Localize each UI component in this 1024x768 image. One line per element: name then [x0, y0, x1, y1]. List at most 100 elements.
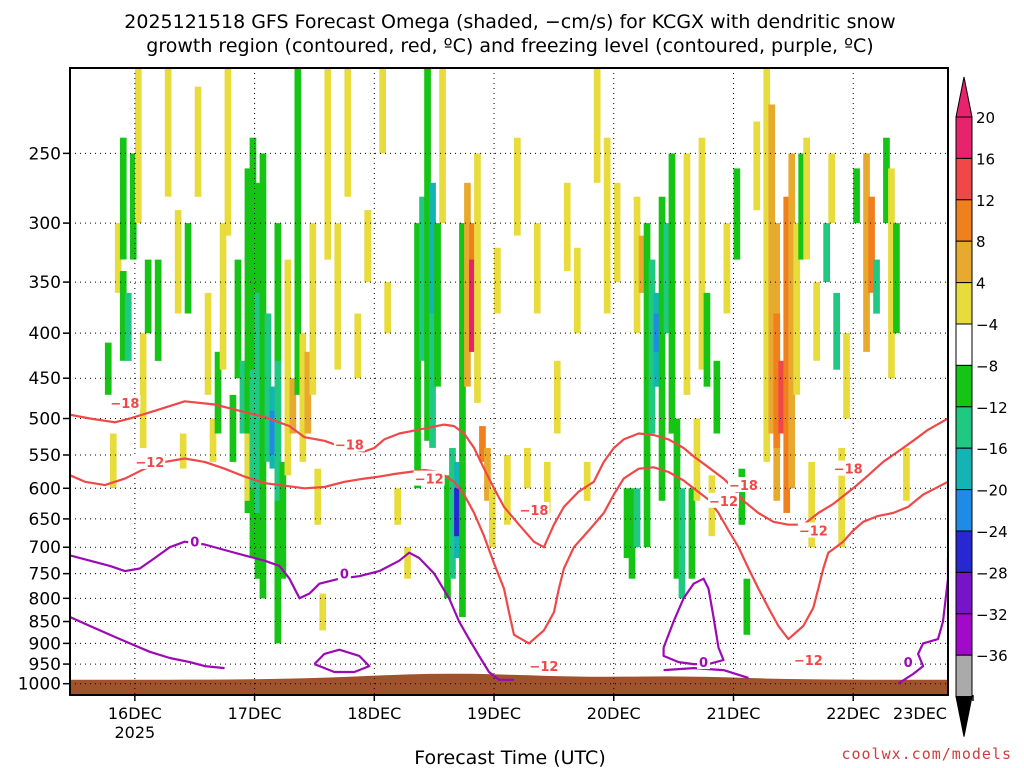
omega-cell [289, 378, 297, 434]
omega-cell [219, 223, 227, 370]
contour-label: −18 [729, 479, 758, 494]
omega-cell [454, 488, 461, 537]
x-tick-sublabel: 2025 [114, 723, 155, 742]
contour-label-bg [413, 470, 445, 486]
omega-cell [164, 68, 172, 197]
contour-label: 0 [699, 656, 708, 671]
contour-freezing_0_c [662, 577, 725, 666]
plot-frame [69, 67, 949, 696]
omega-cell [104, 342, 112, 395]
omega-cell [249, 137, 257, 558]
colorbar-bin [955, 406, 973, 449]
omega-cell [823, 223, 830, 283]
omega-cell [888, 168, 895, 379]
y-tick-label: 850 [29, 613, 61, 633]
omega-cell [633, 196, 641, 334]
omega-cell [414, 223, 421, 489]
colorbar-label: 20 [976, 109, 995, 127]
contour-label-bg [109, 394, 141, 410]
contour-label-bg [518, 501, 550, 517]
omega-cell [424, 68, 431, 441]
omega-cell [698, 137, 706, 370]
contour-label: −18 [110, 397, 139, 412]
omega-cell [494, 247, 501, 314]
omega-cell [194, 86, 202, 197]
y-tick-label: 900 [29, 634, 61, 654]
y-tick-label: 600 [29, 479, 61, 499]
omega-cell [763, 68, 771, 462]
omega-cell [893, 223, 900, 334]
omega-cell [653, 313, 661, 352]
omega-cell [134, 68, 142, 224]
omega-cell [683, 153, 691, 395]
omega-cell [628, 488, 636, 579]
omega-cell [119, 271, 127, 361]
contour-label: −18 [335, 438, 364, 453]
omega-cell [464, 182, 471, 387]
omega-cell [489, 488, 496, 548]
omega-cell [768, 104, 776, 434]
contour-label-bg [188, 533, 202, 549]
omega-cell [783, 196, 791, 513]
omega-cell [334, 223, 342, 370]
omega-cell [459, 461, 466, 617]
colorbar-bin [955, 530, 973, 573]
omega-cell [643, 223, 651, 548]
colorbar-bin [955, 571, 973, 615]
omega-cell [154, 259, 162, 361]
y-axis: 2503003504004505005506006507007508008509… [18, 144, 70, 695]
omega-cell [324, 68, 332, 260]
omega-cell [543, 461, 551, 513]
omega-cell [124, 292, 132, 361]
omega-cell [668, 153, 676, 434]
colorbar-under-triangle [955, 696, 973, 737]
omega-cell [309, 223, 317, 395]
omega-cell [284, 259, 292, 476]
chart-title-line2: growth region (contoured, red, ºC) and f… [146, 35, 873, 57]
omega-cell [384, 282, 391, 334]
omega-cell [723, 223, 731, 314]
x-tick-label: 23DEC [893, 704, 947, 723]
contour-label: −12 [135, 456, 164, 471]
omega-cell [713, 360, 721, 434]
omega-cell [753, 121, 761, 211]
omega-cell [524, 448, 531, 489]
omega-cell [244, 433, 252, 501]
omega-cell [354, 313, 362, 379]
omega-cell [444, 475, 451, 599]
contour-freezing_0 [70, 540, 514, 681]
chart-title-line1: 2025121518 GFS Forecast Omega (shaded, −… [124, 11, 895, 33]
x-tick-label: 19DEC [467, 704, 521, 723]
colorbar-bin [955, 282, 973, 325]
omega-cell [299, 333, 307, 462]
contour-label-bg [337, 565, 351, 581]
omega-cell [798, 153, 805, 260]
omega-cell [613, 182, 621, 283]
contour-label-bg [708, 492, 740, 508]
omega-cell [603, 137, 611, 314]
omega-cell [808, 461, 815, 548]
omega-cell [224, 68, 232, 236]
contour-freezing_0_f [897, 558, 948, 685]
omega-cell [843, 333, 850, 419]
omega-cell [573, 247, 581, 334]
contour-freezing_0_d [313, 648, 371, 674]
omega-cell [583, 461, 591, 501]
contour-label: 0 [340, 568, 349, 583]
omega-cell [788, 153, 796, 489]
omega-cell [743, 578, 751, 635]
omega-cell [184, 223, 192, 314]
omega-cell [259, 153, 267, 599]
colorbar-bin [955, 116, 973, 159]
contour-label-bg [134, 453, 166, 469]
colorbar-label: −20 [976, 482, 1008, 500]
omega-cell [648, 259, 656, 434]
contour-dgz_-18 [70, 400, 948, 549]
omega-cell [479, 426, 486, 462]
colorbar-label: 8 [976, 233, 986, 251]
contour-freezing_0_b [70, 615, 225, 670]
omega-cell [738, 468, 746, 525]
omega-cell [833, 292, 840, 370]
x-axis-label: Forecast Time (UTC) [414, 747, 605, 768]
